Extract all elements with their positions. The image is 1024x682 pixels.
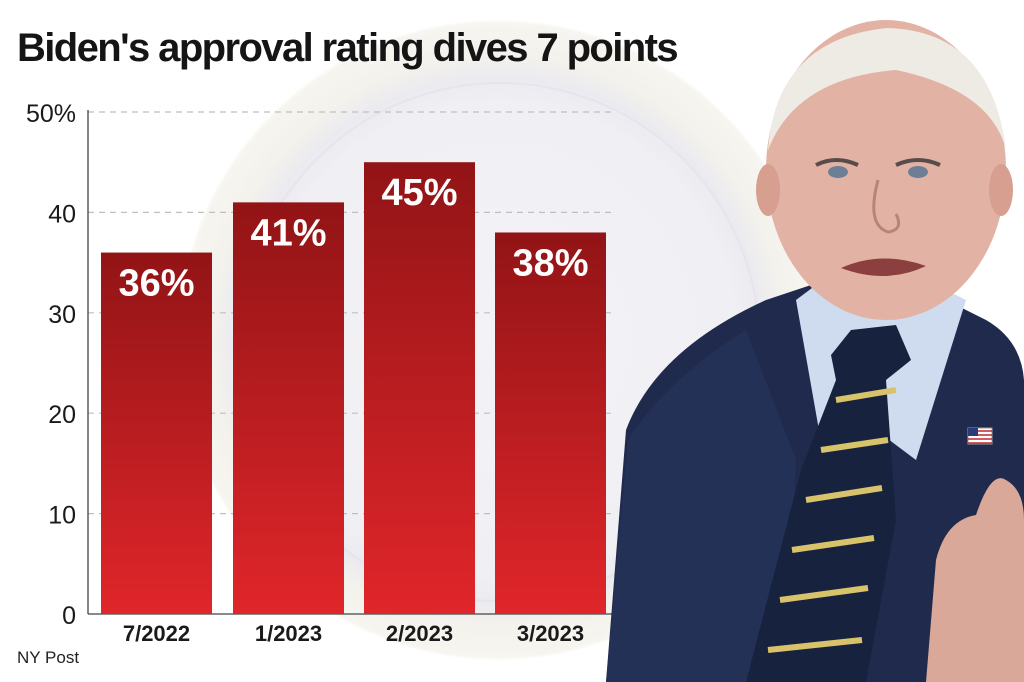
chart-title: Biden's approval rating dives 7 points <box>17 26 679 70</box>
x-axis-ticks: 7/2022 1/2023 2/2023 3/2023 <box>123 621 584 646</box>
x-tick-label: 7/2022 <box>123 621 190 646</box>
bar <box>364 162 475 614</box>
data-label: 38% <box>512 242 588 284</box>
y-tick-label: 10 <box>48 502 76 530</box>
x-tick-label: 1/2023 <box>255 621 322 646</box>
bar <box>101 252 212 614</box>
bars <box>101 162 606 615</box>
bar <box>233 202 344 615</box>
bar-chart: 36% 41% 45% 38% 0 10 20 30 40 50% 7/2022 1/2023 2/… <box>26 100 612 646</box>
data-label: 41% <box>250 212 326 254</box>
y-tick-label: 50% <box>26 100 76 128</box>
y-tick-label: 30 <box>48 301 76 329</box>
y-tick-label: 0 <box>62 602 76 630</box>
data-labels: 36% 41% 45% 38% <box>118 172 588 304</box>
y-tick-label: 20 <box>48 401 76 429</box>
bar <box>495 232 606 615</box>
source-credit: NY Post <box>17 648 80 667</box>
x-tick-label: 2/2023 <box>386 621 453 646</box>
president-portrait-icon <box>606 20 1024 682</box>
x-tick-label: 3/2023 <box>517 621 584 646</box>
data-label: 36% <box>118 263 194 305</box>
y-tick-label: 40 <box>48 200 76 228</box>
y-axis-ticks: 0 10 20 30 40 50% <box>26 100 76 630</box>
us-flag-pin-icon <box>967 427 993 445</box>
data-label: 45% <box>381 172 457 214</box>
